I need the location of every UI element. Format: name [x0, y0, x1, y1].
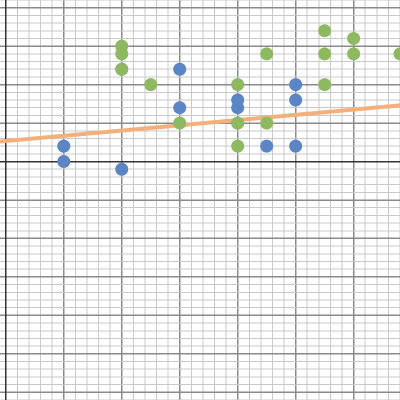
data-point-series-2	[318, 24, 332, 38]
data-point-series-2	[231, 139, 245, 153]
data-point-series-1	[260, 139, 274, 153]
data-point-series-2	[260, 116, 274, 130]
data-point-series-1	[289, 78, 303, 92]
trendline-layer	[0, 103, 400, 144]
data-point-series-2	[144, 78, 158, 92]
data-point-series-2	[393, 47, 400, 61]
data-point-series-2	[231, 78, 245, 92]
data-point-series-2	[347, 31, 361, 45]
data-point-series-2	[173, 116, 187, 130]
data-point-series-2	[231, 116, 245, 130]
data-point-series-2	[318, 78, 332, 92]
data-point-series-1	[231, 93, 245, 107]
data-point-series-1	[289, 139, 303, 153]
data-point-series-2	[347, 47, 361, 61]
data-point-series-1	[57, 139, 71, 153]
data-point-series-1	[115, 162, 129, 176]
data-point-series-1	[173, 101, 187, 115]
data-point-series-2	[318, 47, 332, 61]
data-point-series-1	[173, 62, 187, 76]
data-point-series-2	[115, 62, 129, 76]
data-point-series-1	[57, 155, 71, 169]
data-points	[57, 24, 400, 176]
data-point-series-2	[115, 39, 129, 53]
trendline	[0, 103, 400, 144]
data-point-series-2	[260, 47, 274, 61]
data-point-series-1	[289, 93, 303, 107]
